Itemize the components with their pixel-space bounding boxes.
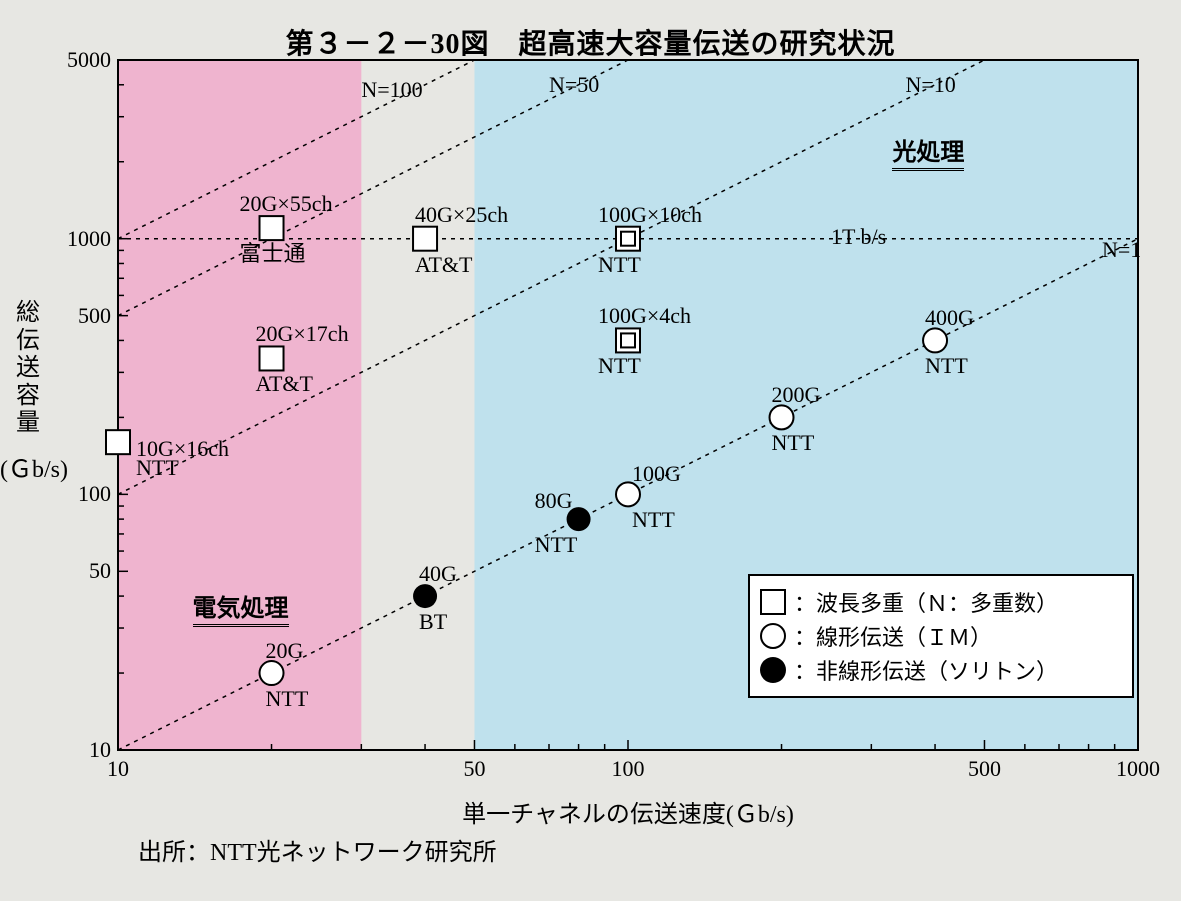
legend-symbol <box>760 589 786 615</box>
point-label-top: 40G <box>419 562 457 585</box>
region-label-optical: 光処理 <box>892 132 964 171</box>
point-label-bottom: NTT <box>772 431 815 454</box>
x-tick-label: 500 <box>968 756 1001 782</box>
x-tick-label: 1000 <box>1116 756 1160 782</box>
legend-row: ：線形伝送（ＩＭ） <box>760 620 1120 652</box>
y-tick-label: 50 <box>31 558 111 584</box>
point-label-bottom: AT&T <box>415 253 472 276</box>
point-label-top: 80G <box>535 489 573 512</box>
legend: ：波長多重（Ｎ：多重数）：線形伝送（ＩＭ）：非線形伝送（ソリトン） <box>748 574 1134 698</box>
point-label-top: 100G×4ch <box>598 304 691 327</box>
x-tick-label: 50 <box>463 756 485 782</box>
iso-line-label: N=1 <box>1102 238 1141 261</box>
point-label-bottom: NTT <box>136 456 179 479</box>
iso-line-label: N=100 <box>361 78 422 101</box>
point-label-bottom: AT&T <box>256 372 313 395</box>
point-label-top: 40G×25ch <box>415 203 508 226</box>
point-label-bottom: NTT <box>632 508 675 531</box>
point-label-bottom: 富士通 <box>240 242 306 265</box>
point-label-bottom: BT <box>419 610 447 633</box>
point-label-bottom: NTT <box>598 253 641 276</box>
iso-line-label: N=50 <box>549 73 599 96</box>
iso-line-label: N=10 <box>905 73 955 96</box>
hline-1T-label: 1T b/s <box>831 225 886 248</box>
point-label-top: 20G <box>266 639 304 662</box>
point-label-top: 20G×17ch <box>256 322 349 345</box>
point-label-top: 400G <box>925 306 974 329</box>
legend-text: ：非線形伝送（ソリトン） <box>794 654 1058 686</box>
y-tick-label: 500 <box>31 303 111 329</box>
y-tick-label: 5000 <box>31 47 111 73</box>
legend-symbol <box>760 657 786 683</box>
point-label-top: 100G <box>632 462 681 485</box>
point-label-bottom: NTT <box>925 354 968 377</box>
x-tick-label: 100 <box>612 756 645 782</box>
y-tick-label: 10 <box>31 737 111 763</box>
point-label-top: 20G×55ch <box>240 192 333 215</box>
point-label-bottom: NTT <box>535 533 578 556</box>
legend-row: ：非線形伝送（ソリトン） <box>760 654 1120 686</box>
point-label-top: 200G <box>772 383 821 406</box>
region-label-electric: 電気処理 <box>193 588 289 627</box>
point-label-bottom: NTT <box>266 687 309 710</box>
legend-symbol <box>760 623 786 649</box>
y-tick-label: 100 <box>31 481 111 507</box>
legend-text: ：波長多重（Ｎ：多重数） <box>794 586 1058 618</box>
y-tick-label: 1000 <box>31 226 111 252</box>
point-label-bottom: NTT <box>598 354 641 377</box>
legend-row: ：波長多重（Ｎ：多重数） <box>760 586 1120 618</box>
chart-source: 出所：NTT光ネットワーク研究所 <box>138 832 497 867</box>
x-axis-label: 単一チャネルの伝送速度(Ｇb/s) <box>118 794 1138 829</box>
legend-text: ：線形伝送（ＩＭ） <box>794 620 992 652</box>
point-label-top: 100G×10ch <box>598 203 702 226</box>
